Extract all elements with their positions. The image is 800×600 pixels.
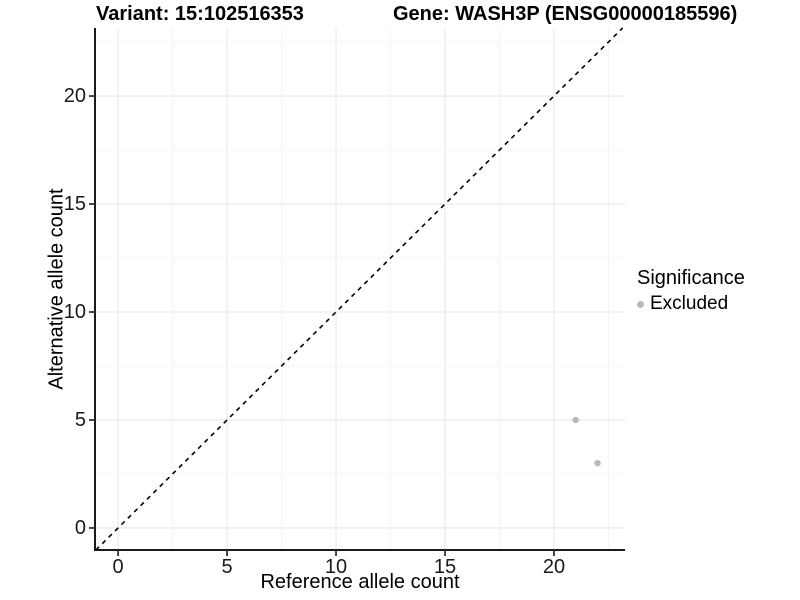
y-tick-label: 5 [75, 409, 86, 431]
legend-item-label: Excluded [650, 293, 729, 314]
y-tick-label: 10 [64, 301, 86, 323]
data-point [572, 416, 579, 424]
legend: Significance Excluded [637, 267, 745, 315]
legend-item-excluded: Excluded [637, 293, 745, 315]
y-tick-label: 20 [64, 85, 86, 107]
x-tick-label: 15 [434, 556, 456, 578]
y-tick-label: 15 [64, 193, 86, 215]
y-tick-label: 0 [75, 517, 86, 539]
legend-point-icon [637, 300, 644, 308]
x-tick-label: 0 [113, 556, 124, 578]
x-tick-label: 5 [222, 556, 233, 578]
plot-title-gene: Gene: WASH3P (ENSG00000185596) [393, 3, 738, 25]
data-point [594, 459, 601, 467]
x-tick-label: 20 [543, 556, 565, 578]
y-axis-label: Alternative allele count [45, 188, 68, 390]
identity-reference-line [95, 27, 624, 551]
legend-title: Significance [637, 267, 745, 289]
x-axis-label: Reference allele count [260, 571, 460, 593]
x-tick-label: 10 [325, 556, 347, 578]
plot-title-variant: Variant: 15:102516353 [96, 3, 304, 25]
